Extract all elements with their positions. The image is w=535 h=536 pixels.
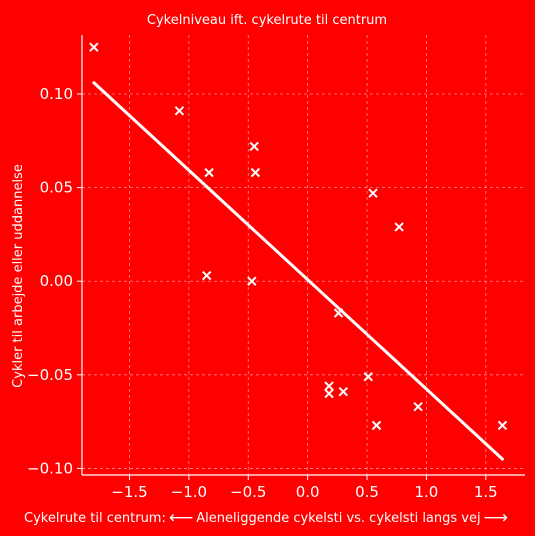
data-point <box>413 401 423 412</box>
data-point <box>394 222 404 232</box>
data-point <box>204 167 214 178</box>
y-tick-label: −0.05 <box>27 366 73 384</box>
x-tick-label: −1.5 <box>111 483 147 501</box>
data-point <box>324 388 334 399</box>
trend-line-group <box>92 81 504 461</box>
footer-right-label: Aleneliggende cykelsti vs. cykelsti lang… <box>196 510 481 526</box>
y-tick-label: 0.10 <box>40 85 73 103</box>
y-tick-label: 0.00 <box>40 272 73 290</box>
data-point <box>324 381 334 391</box>
data-points <box>89 42 508 431</box>
tick-labels: −1.5 −1.0 −0.5 0.0 0.5 1.0 1.5 −0.10 −0.05 0.00 0.… <box>27 85 498 501</box>
x-tick-label: −1.0 <box>171 483 207 501</box>
y-axis-label: Cykler til arbejde eller uddannelse <box>11 164 26 388</box>
x-tick-label: 0.5 <box>355 483 379 501</box>
arrow-left-icon: ⟵ <box>168 507 194 528</box>
grid-lines <box>82 35 525 475</box>
data-point <box>201 270 212 281</box>
data-point <box>497 420 508 431</box>
data-point <box>368 188 378 198</box>
data-point <box>247 276 257 286</box>
y-tick-label: −0.10 <box>27 459 73 477</box>
data-point <box>338 386 348 397</box>
data-point <box>250 167 261 178</box>
x-tick-label: 1.0 <box>414 483 438 501</box>
trend-line <box>92 81 504 461</box>
x-tick-label: 1.5 <box>474 483 498 501</box>
y-tick-label: 0.05 <box>40 179 73 197</box>
data-point <box>363 371 373 382</box>
axes <box>77 35 525 480</box>
data-point <box>333 308 344 318</box>
arrow-right-icon: ⟶ <box>483 507 508 528</box>
x-tick-label: −0.5 <box>230 483 266 501</box>
footer-legend: Cykelrute til centrum: ⟵ Aleneliggende c… <box>0 507 535 529</box>
data-point <box>174 106 185 116</box>
data-point <box>249 141 259 152</box>
data-point <box>89 42 99 52</box>
data-point <box>371 420 382 431</box>
footer-left-label: Cykelrute til centrum: <box>24 510 166 526</box>
chart-title: Cykelniveau ift. cykelrute til centrum <box>147 13 387 28</box>
x-tick-label: 0.0 <box>296 483 320 501</box>
